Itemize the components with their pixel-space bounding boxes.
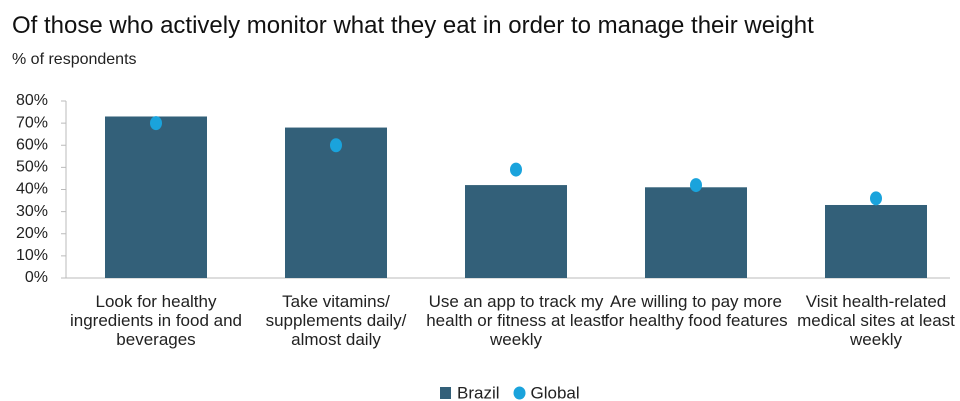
- x-tick-label: Use an app to track my health or fitness…: [426, 292, 606, 349]
- bar: [465, 185, 567, 278]
- legend-swatch: [440, 387, 451, 399]
- bar: [285, 127, 387, 278]
- dot: [690, 178, 702, 193]
- y-tick-label: 50%: [16, 159, 48, 176]
- dot: [870, 191, 882, 206]
- x-tick-label: Visit health-related medical sites at le…: [797, 292, 955, 349]
- legend-label: Global: [531, 383, 580, 401]
- y-tick-label: 30%: [16, 203, 48, 220]
- y-tick-label: 10%: [16, 247, 48, 264]
- y-tick-label: 20%: [16, 225, 48, 242]
- y-tick-label: 80%: [16, 92, 48, 109]
- y-tick-label: 60%: [16, 136, 48, 153]
- y-tick-label: 70%: [16, 114, 48, 131]
- legend-label: Brazil: [457, 383, 500, 401]
- bar: [825, 204, 927, 278]
- x-tick-label: Look for healthy ingredients in food and…: [69, 292, 243, 349]
- dot: [510, 162, 522, 177]
- legend-swatch: [513, 386, 526, 400]
- bar: [645, 187, 747, 278]
- dot: [150, 116, 162, 131]
- y-tick-label: 0%: [25, 269, 48, 286]
- chart-subtitle: % of respondents: [12, 51, 137, 68]
- chart-title: Of those who actively monitor what they …: [12, 12, 814, 39]
- dot: [330, 138, 342, 153]
- x-tick-label: Take vitamins/ supplements daily/ almost…: [265, 292, 407, 349]
- bar: [105, 116, 207, 278]
- y-tick-label: 40%: [16, 181, 48, 198]
- x-tick-label: Are willing to pay more for healthy food…: [604, 292, 788, 330]
